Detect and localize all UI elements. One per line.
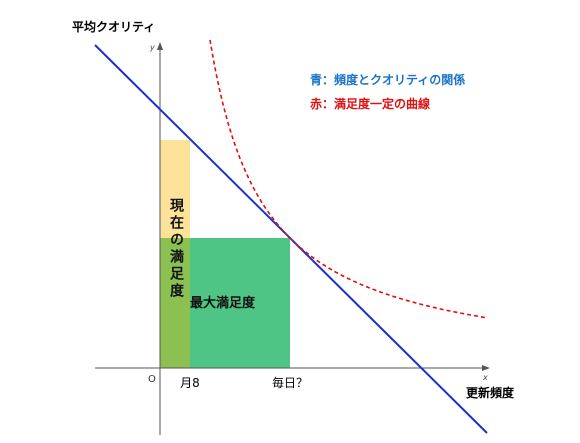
overlap-area	[160, 238, 190, 368]
x-label: 毎日？	[272, 375, 308, 390]
legend-red: 赤：満足度一定の曲線	[310, 96, 430, 111]
max-area	[190, 238, 290, 368]
origin-label: O	[148, 374, 156, 385]
legend-blue: 青：頻度とクオリティの関係	[310, 72, 465, 87]
red-curve	[209, 39, 487, 319]
y-axis-title: 平均クオリティ	[72, 19, 155, 34]
x-label: 月8	[180, 376, 200, 390]
y-arrow	[157, 42, 163, 50]
y-symbol: y	[149, 43, 155, 52]
max-label: 最大満足度	[190, 295, 256, 311]
x-arrow	[482, 365, 490, 371]
x-axis-title: 更新頻度	[466, 385, 515, 400]
x-symbol: x	[482, 373, 488, 382]
current-label: 現在の満足度	[168, 198, 184, 300]
